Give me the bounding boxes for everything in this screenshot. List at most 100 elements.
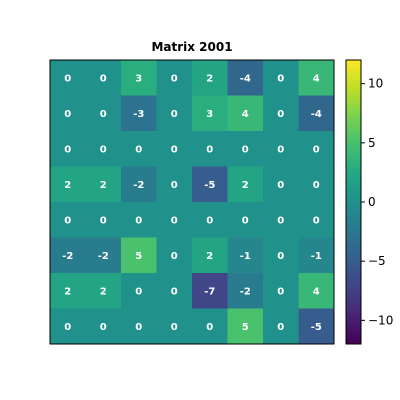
cell-value-label: 0 [242, 215, 249, 226]
heatmap-cell [156, 237, 193, 274]
cell-value-label: 2 [242, 180, 249, 191]
cell-value-label: 4 [242, 109, 249, 120]
heatmap-cell [156, 131, 193, 167]
cell-value-label: 0 [100, 215, 107, 226]
cell-value-label: 2 [100, 286, 107, 297]
cell-value-label: 0 [171, 144, 178, 155]
colorbar-tick-label: 5 [368, 136, 376, 150]
cell-value-label: 2 [64, 286, 71, 297]
plot-frame [49, 59, 335, 345]
heatmap-cell [192, 166, 228, 203]
heatmap-cell [298, 237, 335, 274]
heatmap-cell [263, 166, 299, 203]
cell-value-label: 3 [135, 73, 142, 84]
cell-value-label: 0 [64, 109, 71, 120]
colorbar-tick-label: −10 [368, 313, 393, 327]
heatmap-cell [263, 273, 299, 309]
cell-value-label: -4 [240, 73, 251, 84]
heatmap-cell [227, 202, 264, 238]
heatmap-cell [85, 308, 122, 345]
cell-value-label: 0 [64, 322, 71, 333]
heatmap-cell [156, 60, 193, 96]
heatmap-cell [85, 166, 122, 203]
cell-value-label: 0 [206, 322, 213, 333]
heatmap-cell [85, 202, 122, 238]
colorbar [345, 59, 362, 345]
cell-value-label: 0 [171, 215, 178, 226]
heatmap-cell [121, 166, 157, 203]
heatmap-cell [263, 131, 299, 167]
heatmap-cell [156, 273, 193, 309]
cell-value-label: 4 [313, 73, 320, 84]
heatmap-cell [85, 60, 122, 96]
heatmap-cell [156, 308, 193, 345]
cell-value-label: 0 [277, 286, 284, 297]
heatmap-cell [298, 202, 335, 238]
colorbar-tick-label: 10 [368, 77, 383, 91]
heatmap-cell [192, 131, 228, 167]
cell-value-label: 0 [100, 144, 107, 155]
cell-value-label: -3 [133, 109, 144, 120]
heatmap-cell [227, 95, 264, 132]
heatmap-cell [192, 308, 228, 345]
heatmap-cell [85, 131, 122, 167]
cell-value-label: 5 [135, 251, 142, 262]
heatmap-cell [121, 308, 157, 345]
heatmap-cell [192, 60, 228, 96]
heatmap-cell [227, 166, 264, 203]
cell-value-label: 0 [277, 251, 284, 262]
heatmap-cell [121, 202, 157, 238]
cell-value-label: 0 [100, 109, 107, 120]
cell-value-label: 0 [313, 180, 320, 191]
heatmap-cell [263, 95, 299, 132]
heatmap-cell [156, 166, 193, 203]
heatmap-cell [298, 166, 335, 203]
cell-value-label: 0 [206, 144, 213, 155]
cell-value-label: -2 [240, 286, 251, 297]
heatmap-cell [227, 273, 264, 309]
cell-value-label: 2 [206, 73, 213, 84]
heatmap-cell [50, 237, 86, 274]
heatmap-cell [263, 308, 299, 345]
heatmap-cell [227, 308, 264, 345]
heatmap-cell [50, 308, 86, 345]
cell-value-label: -2 [133, 180, 144, 191]
cell-value-label: 0 [277, 322, 284, 333]
heatmap-cell [192, 237, 228, 274]
heatmap-cell [227, 237, 264, 274]
heatmap-cells: 0 0 3 0 2 -4 0 4 0 0 -3 0 3 4 0 -4 0 0 0 0 0 0 0 0 2 2 -2 0 -5 2 0 0 0 0 0… [50, 60, 335, 345]
cell-value-label: 0 [100, 73, 107, 84]
cell-value-label: -7 [204, 286, 215, 297]
cell-value-label: 0 [171, 73, 178, 84]
cell-value-label: 0 [135, 144, 142, 155]
chart-title: Matrix 2001 [151, 40, 232, 54]
cell-value-label: -4 [311, 109, 322, 120]
cell-value-label: -1 [311, 251, 322, 262]
cell-value-label: 0 [277, 144, 284, 155]
colorbar-ticks: −10 −5 0 5 10 [361, 77, 393, 327]
cell-value-label: 0 [64, 215, 71, 226]
cell-value-label: 5 [242, 322, 249, 333]
cell-value-label: 0 [171, 180, 178, 191]
heatmap-cell [227, 131, 264, 167]
cell-value-label: -1 [240, 251, 251, 262]
heatmap-cell [298, 60, 335, 96]
colorbar-tick-label: −5 [368, 254, 386, 268]
heatmap-cell [85, 95, 122, 132]
cell-value-label: -2 [62, 251, 73, 262]
cell-value-label: 0 [277, 180, 284, 191]
cell-value-label: 2 [100, 180, 107, 191]
heatmap-cell [85, 237, 122, 274]
cell-value-label: 0 [206, 215, 213, 226]
heatmap-cell [121, 237, 157, 274]
heatmap-cell [85, 273, 122, 309]
heatmap-cell [227, 60, 264, 96]
cell-value-label: 0 [313, 215, 320, 226]
heatmap-cell [192, 273, 228, 309]
heatmap-cell [156, 95, 193, 132]
cell-value-label: 2 [206, 251, 213, 262]
heatmap-cell [192, 202, 228, 238]
cell-value-label: -5 [311, 322, 322, 333]
heatmap-cell [298, 273, 335, 309]
